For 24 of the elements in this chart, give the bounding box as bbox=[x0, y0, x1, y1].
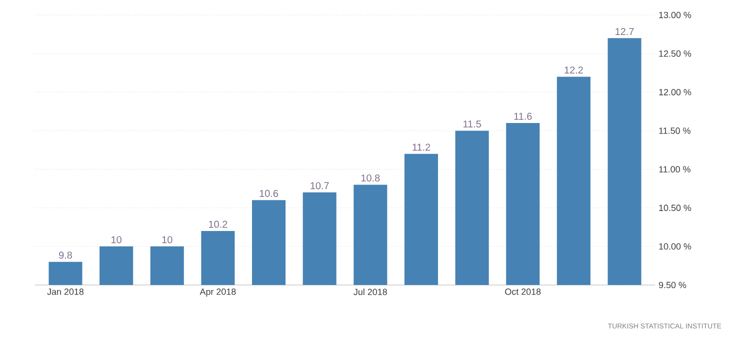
data-label: 9.8 bbox=[59, 252, 72, 259]
y-tick-label: 12.00 % bbox=[659, 88, 692, 96]
data-label: 10.8 bbox=[361, 174, 380, 182]
data-label: 10.2 bbox=[209, 220, 228, 228]
data-label: 12.2 bbox=[564, 66, 583, 74]
data-label: 10 bbox=[162, 236, 172, 244]
x-tick-label: Jul 2018 bbox=[354, 288, 387, 296]
y-tick-label: 12.50 % bbox=[659, 50, 692, 57]
data-label: 10.7 bbox=[310, 182, 329, 190]
x-tick-label: Oct 2018 bbox=[505, 288, 541, 295]
y-tick-label: 10.50 % bbox=[659, 204, 692, 212]
data-label: 12.7 bbox=[616, 28, 634, 35]
y-tick-label: 11.50 % bbox=[659, 128, 690, 134]
y-tick-label: 11.00 % bbox=[659, 166, 690, 172]
data-label: 11.2 bbox=[412, 144, 430, 151]
x-tick-label: Apr 2018 bbox=[200, 288, 236, 297]
data-label: 10 bbox=[112, 236, 122, 244]
data-label: 11.5 bbox=[463, 120, 481, 128]
y-tick-label: 9.50 % bbox=[658, 282, 686, 288]
x-tick-label: Jan 2018 bbox=[47, 288, 84, 295]
data-label: 11.6 bbox=[514, 112, 532, 120]
y-tick-label: 10.00 % bbox=[659, 243, 692, 250]
y-tick-label: 13.00 % bbox=[659, 12, 692, 18]
data-label: 10.6 bbox=[260, 190, 278, 197]
